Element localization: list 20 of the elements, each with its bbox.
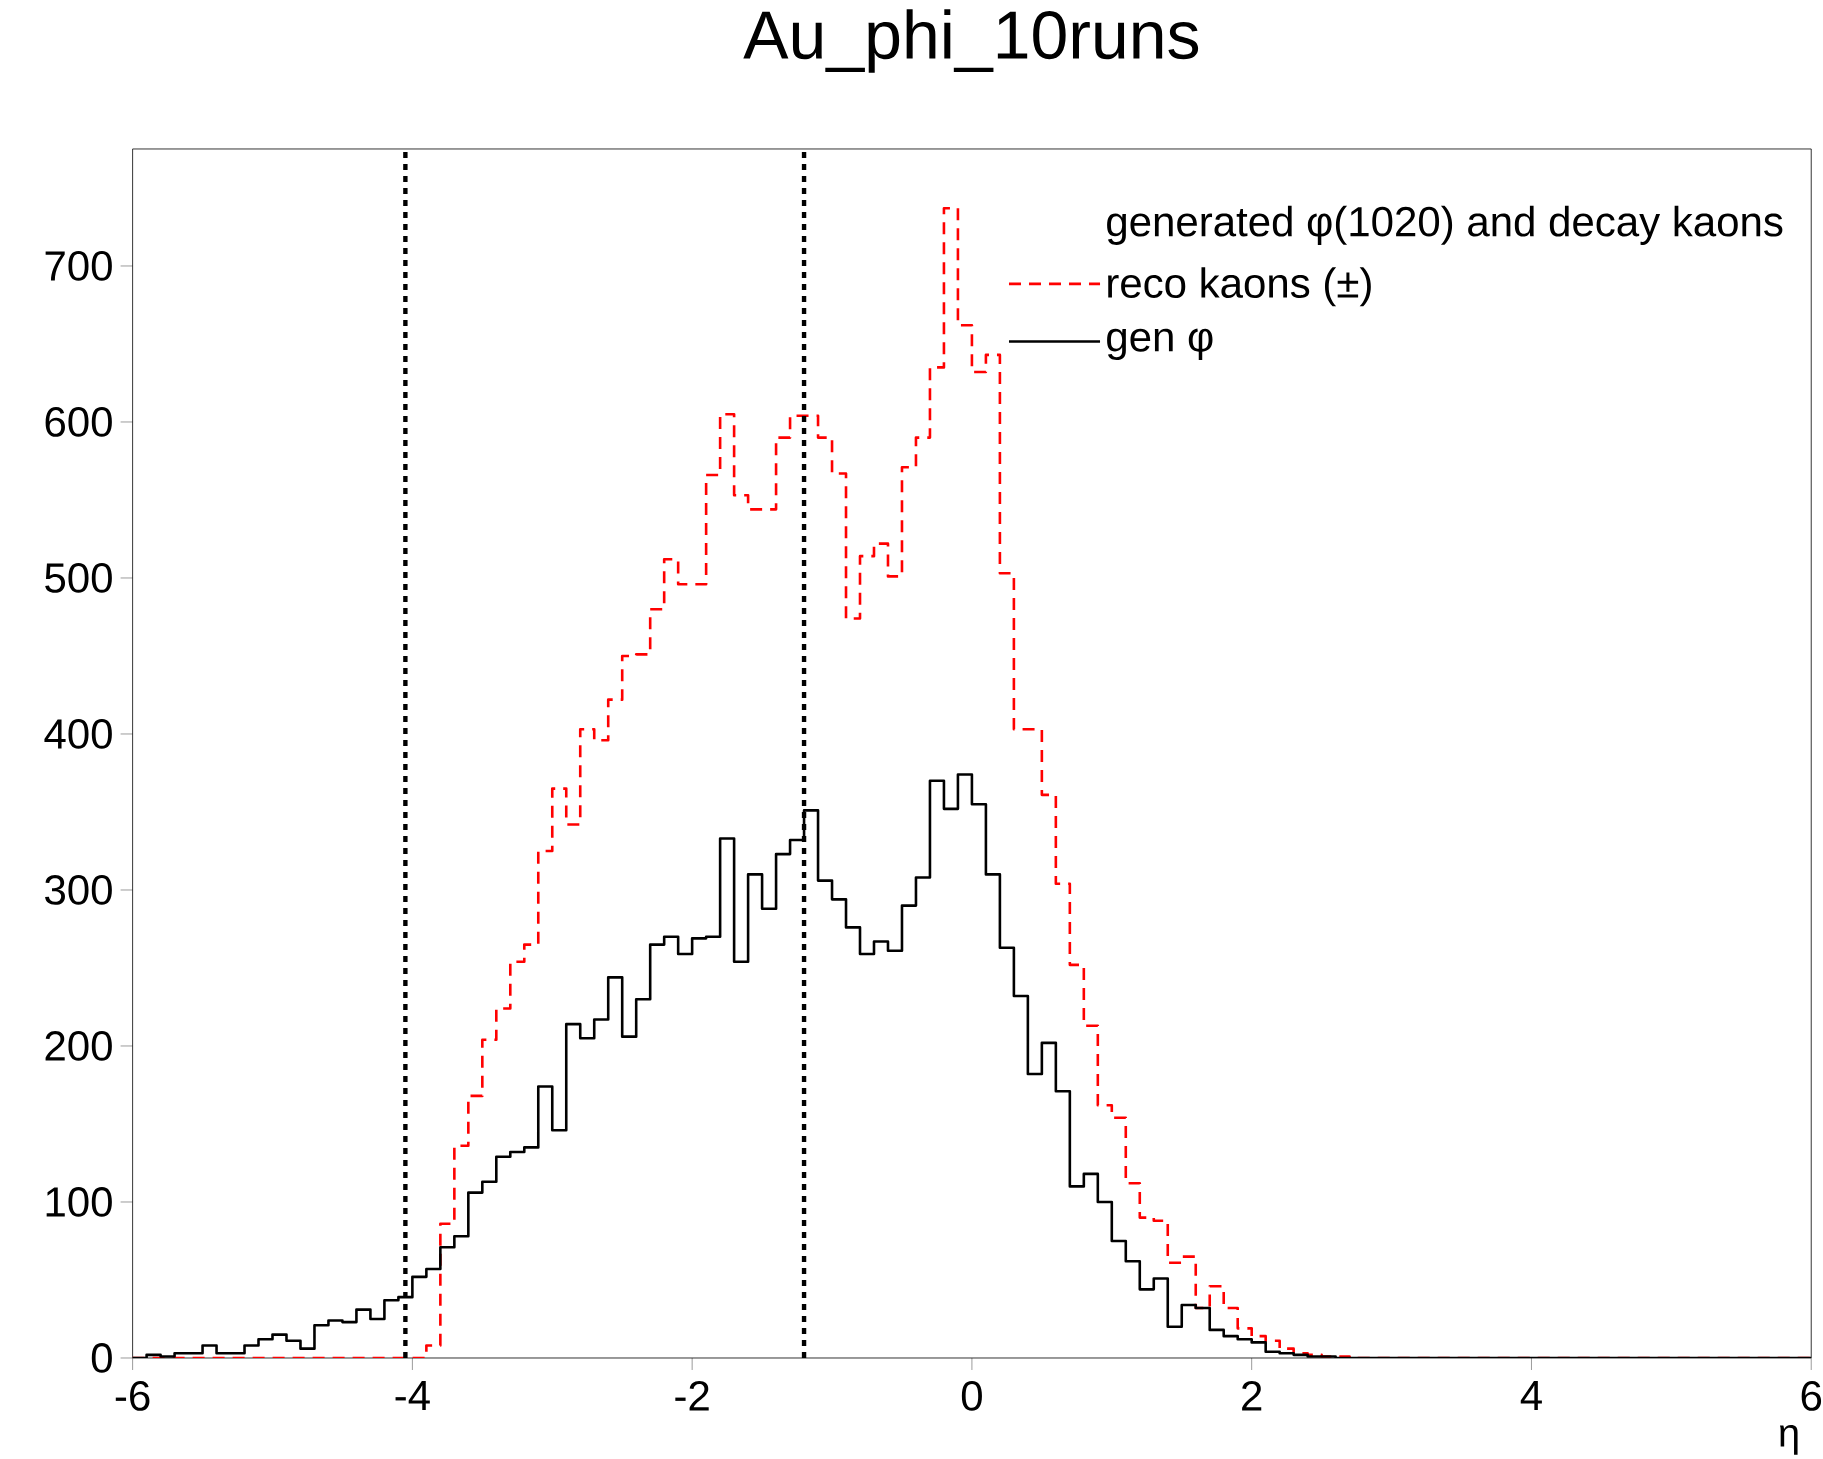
y-tick-label: 400 [44, 719, 112, 749]
x-tick-label: -4 [395, 1381, 430, 1410]
x-tick-label: 6 [1801, 1381, 1822, 1411]
y-tick-label: 300 [45, 875, 112, 905]
y-tick-label: 100 [46, 1187, 112, 1217]
y-tick-label: 700 [45, 251, 112, 281]
x-tick-label: -2 [675, 1381, 709, 1411]
y-tick-label: 0 [91, 1343, 112, 1373]
x-tick-label: 2 [1242, 1381, 1262, 1411]
x-tick-label: 4 [1520, 1381, 1542, 1410]
x-tick-label: 0 [961, 1381, 982, 1411]
legend-title: generated φ(1020) and decay kaons [1107, 205, 1783, 245]
x-tick-label: -6 [115, 1381, 150, 1411]
chart-title: Au_phi_10runs [743, 9, 1199, 73]
y-tick-label: 500 [45, 563, 112, 593]
x-axis-title: η [1779, 1425, 1798, 1455]
legend-label: reco kaons (±) [1108, 267, 1371, 307]
y-tick-label: 600 [45, 407, 112, 437]
legend-label: gen φ [1107, 328, 1213, 360]
y-tick-label: 200 [45, 1031, 112, 1061]
